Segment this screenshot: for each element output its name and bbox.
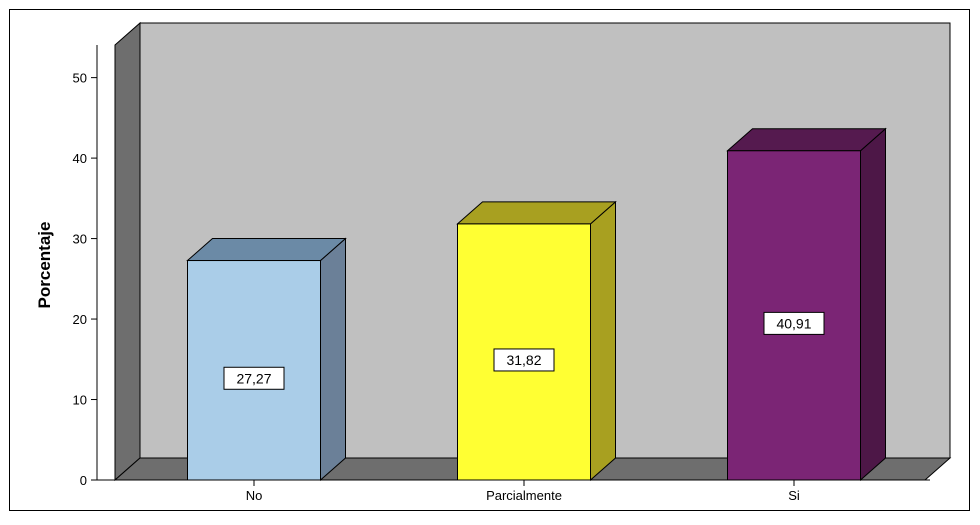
y-axis-label: Porcentaje	[35, 222, 54, 309]
x-tick-label: No	[246, 488, 263, 503]
bar-2: 40,91	[726, 127, 887, 482]
data-label-box	[223, 366, 285, 390]
data-label: 27,27	[236, 370, 271, 386]
bar-side	[320, 237, 346, 482]
plot-side-wall	[114, 21, 141, 482]
bar-top	[456, 201, 617, 225]
plot-area: 0 10 20 30 40 50 27,27 No 31,82 Parcialmente 40,91…	[73, 21, 952, 503]
data-label-box	[763, 311, 825, 335]
bar-top	[186, 238, 347, 262]
y-tick-label: 50	[73, 71, 87, 86]
data-label: 31,82	[506, 352, 541, 368]
y-tick-label: 40	[73, 151, 87, 166]
y-tick-label: 20	[73, 312, 87, 327]
bar-0: 27,27	[186, 237, 347, 482]
x-tick-label: Si	[788, 488, 800, 503]
x-tick-label: Parcialmente	[486, 488, 562, 503]
data-label-box	[493, 348, 555, 372]
bar-side	[860, 127, 886, 482]
bar-top	[726, 128, 887, 152]
y-tick-label: 30	[73, 232, 87, 247]
bar-1: 31,82	[456, 200, 617, 482]
y-tick-label: 0	[80, 473, 87, 488]
y-tick-label: 10	[73, 393, 87, 408]
bar-side	[590, 200, 616, 482]
data-label: 40,91	[776, 315, 811, 331]
